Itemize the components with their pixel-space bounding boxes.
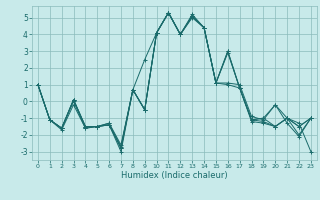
- X-axis label: Humidex (Indice chaleur): Humidex (Indice chaleur): [121, 171, 228, 180]
